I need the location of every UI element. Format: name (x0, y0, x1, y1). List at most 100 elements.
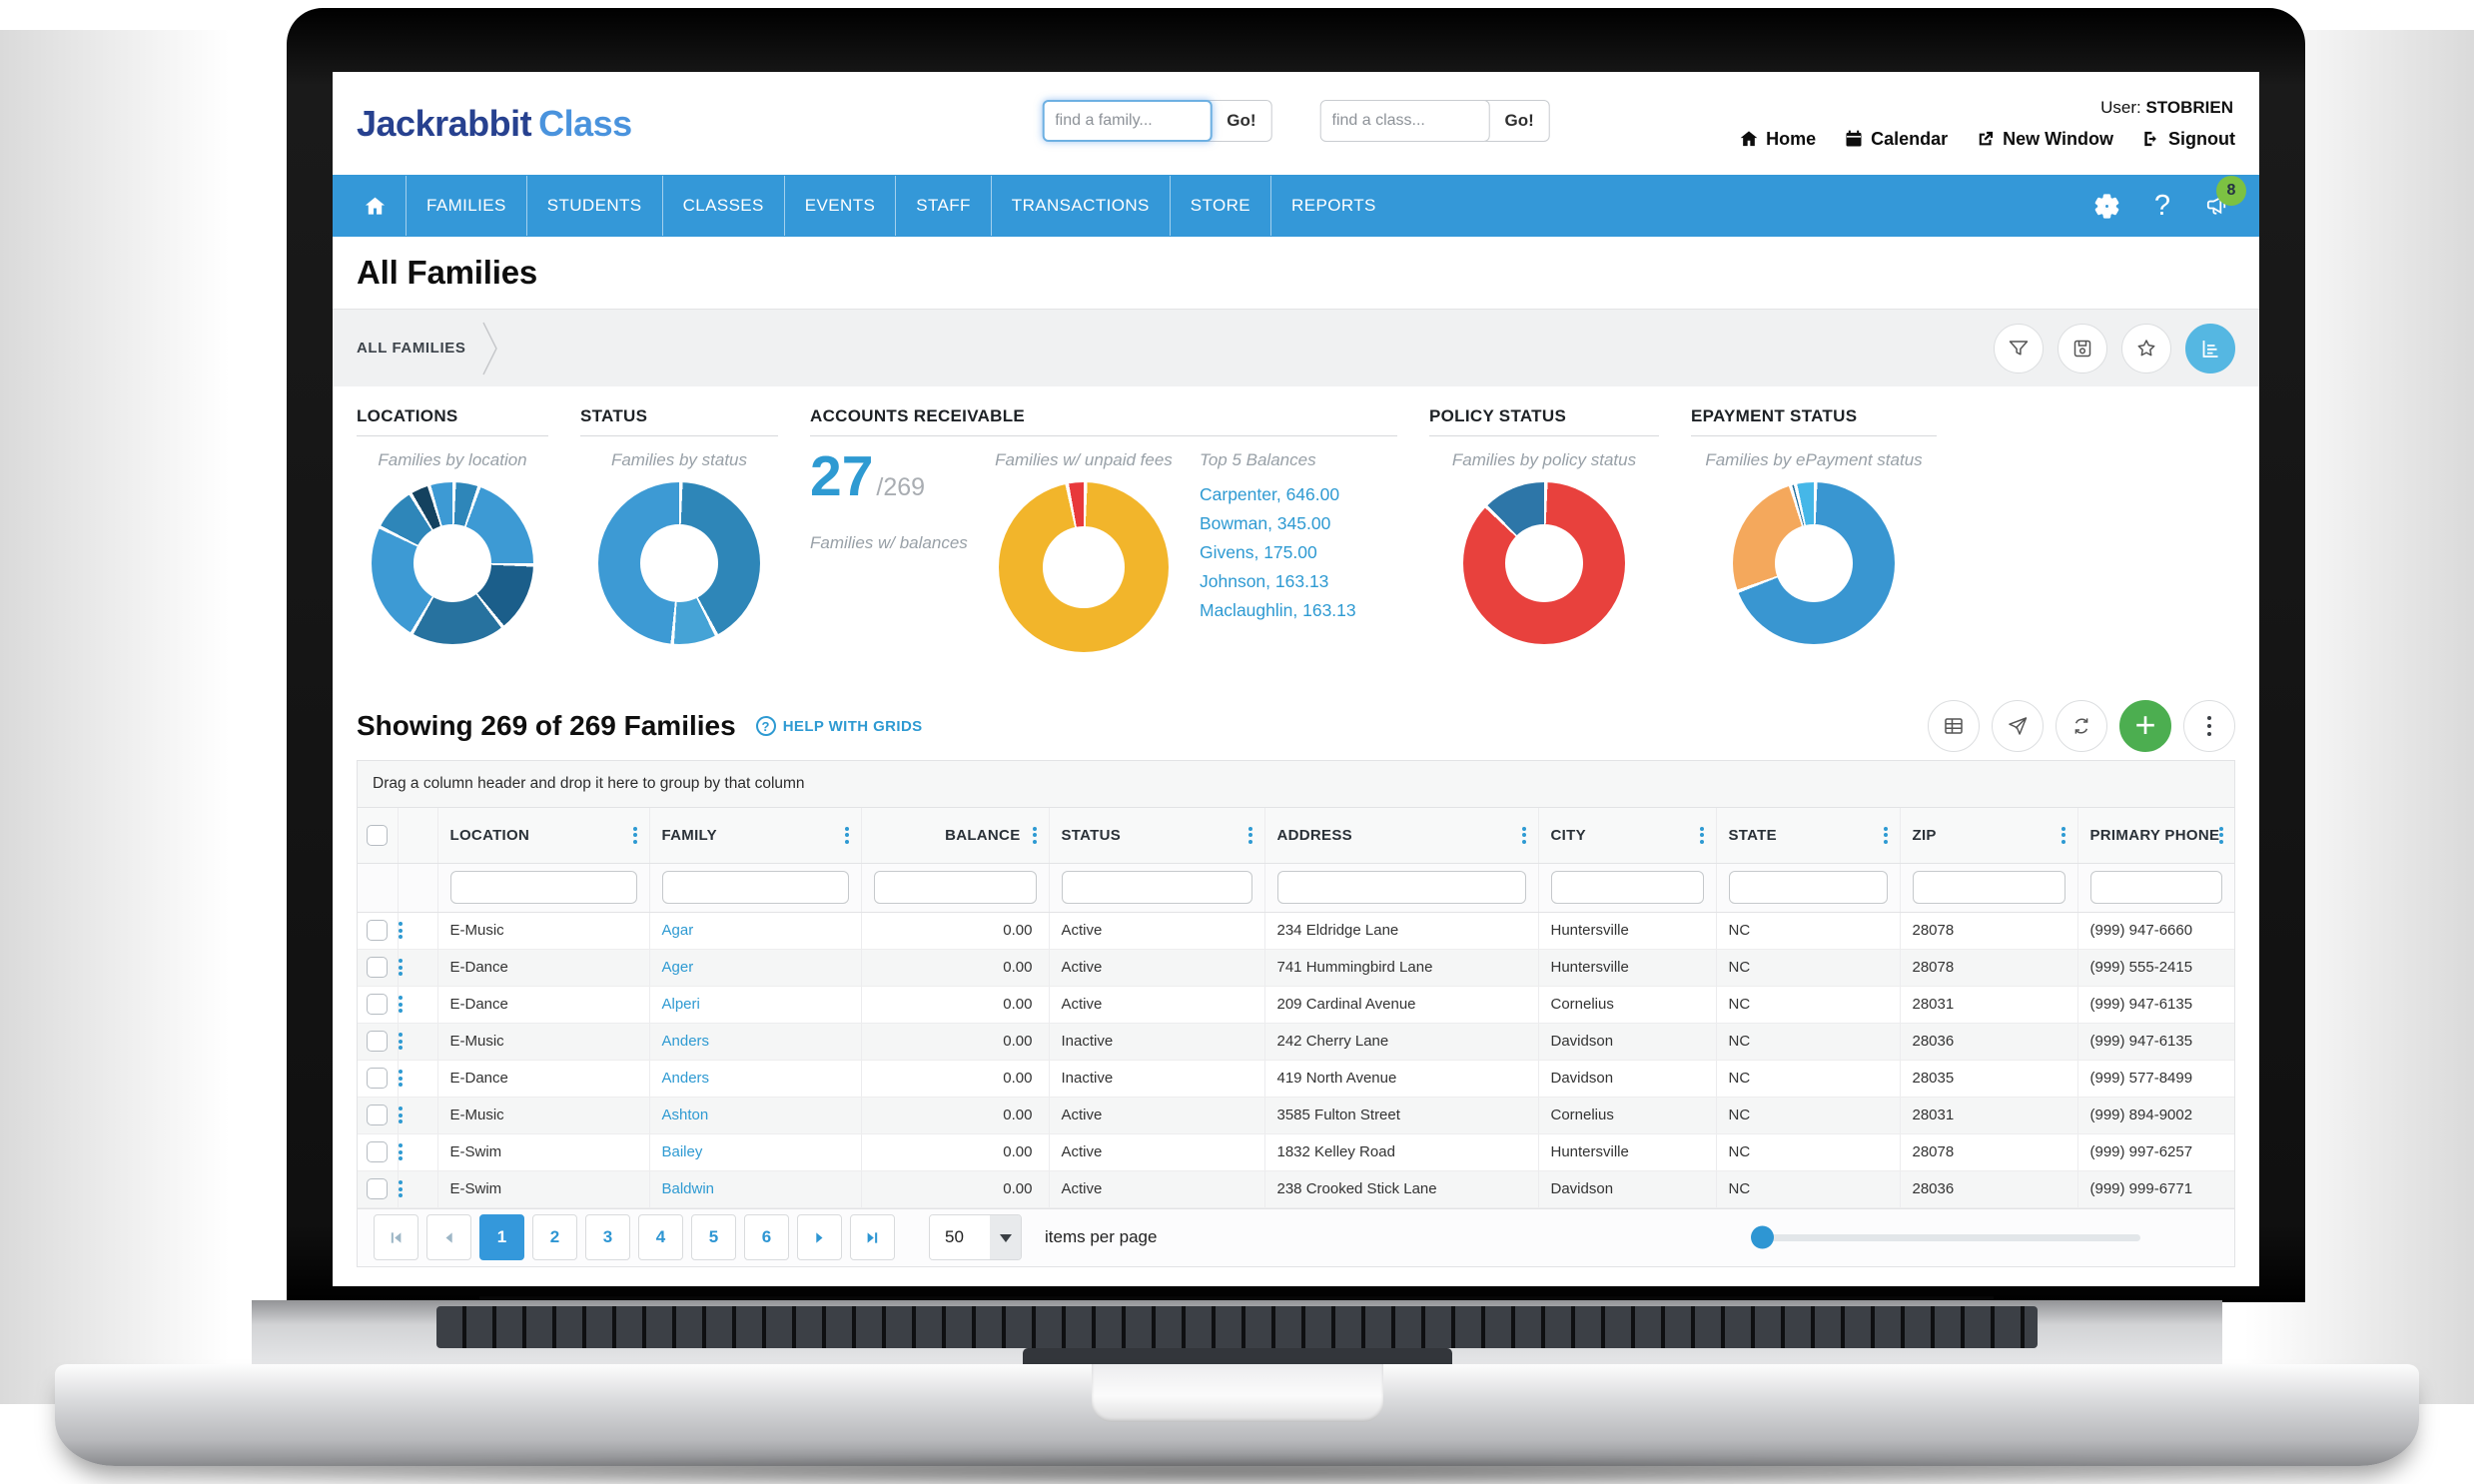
pager-prev-button[interactable] (426, 1214, 471, 1260)
row-checkbox[interactable] (367, 1031, 389, 1052)
nav-item-reports[interactable]: REPORTS (1270, 176, 1396, 236)
page-size-dropdown[interactable]: 50 (929, 1214, 1022, 1260)
column-menu-icon[interactable] (1032, 826, 1037, 844)
family-link[interactable]: Ashton (661, 1107, 709, 1123)
column-header-address[interactable]: ADDRESS (1264, 808, 1539, 864)
help-icon[interactable]: ? (2153, 189, 2170, 222)
family-link[interactable]: Anders (661, 1033, 710, 1050)
row-menu-icon[interactable] (398, 1032, 437, 1051)
nav-item-students[interactable]: STUDENTS (525, 176, 662, 236)
find-family-go-button[interactable]: Go! (1207, 100, 1272, 142)
column-header-phone[interactable]: PRIMARY PHONE (2077, 808, 2234, 864)
chart-view-toggle-button[interactable] (2185, 323, 2235, 373)
row-checkbox[interactable] (367, 1105, 389, 1125)
column-header-location[interactable]: LOCATION (437, 808, 650, 864)
filter-city-input[interactable] (1550, 871, 1704, 904)
app-logo[interactable]: Jackrabbit Class (357, 103, 632, 145)
refresh-button[interactable] (2056, 700, 2107, 752)
row-checkbox[interactable] (367, 957, 389, 978)
help-with-grids-link[interactable]: ? HELP WITH GRIDS (755, 716, 923, 736)
row-menu-icon[interactable] (398, 958, 437, 977)
column-menu-icon[interactable] (2219, 826, 2224, 844)
family-link[interactable]: Ager (661, 959, 694, 976)
filter-button[interactable] (1994, 323, 2044, 373)
nav-item-events[interactable]: EVENTS (783, 176, 895, 236)
nav-item-families[interactable]: FAMILIES (406, 176, 526, 236)
header-link-calendar[interactable]: Calendar (1844, 129, 1948, 150)
notification-badge[interactable]: 8 (2216, 175, 2246, 206)
family-link[interactable]: Anders (661, 1070, 710, 1087)
filter-address-input[interactable] (1276, 871, 1526, 904)
breadcrumb[interactable]: ALL FAMILIES (357, 340, 466, 357)
top-balance-link[interactable]: Bowman, 345.00 (1200, 513, 1331, 533)
row-menu-icon[interactable] (398, 1069, 437, 1088)
filter-state-input[interactable] (1728, 871, 1888, 904)
home-icon[interactable] (345, 195, 406, 218)
find-class-go-button[interactable]: Go! (1484, 100, 1550, 142)
row-checkbox[interactable] (367, 1068, 389, 1089)
find-class-input[interactable] (1319, 100, 1490, 142)
row-menu-icon[interactable] (398, 921, 437, 940)
column-menu-icon[interactable] (1883, 826, 1888, 844)
row-menu-icon[interactable] (398, 1142, 437, 1161)
row-menu-icon[interactable] (398, 1179, 437, 1198)
more-options-button[interactable] (2183, 700, 2235, 752)
nav-item-staff[interactable]: STAFF (895, 176, 991, 236)
pager-page-6-button[interactable]: 6 (744, 1214, 789, 1260)
filter-balance-input[interactable] (873, 871, 1037, 904)
family-link[interactable]: Agar (661, 922, 694, 939)
header-link-new-window[interactable]: New Window (1976, 129, 2113, 150)
filter-phone-input[interactable] (2089, 871, 2222, 904)
pager-page-5-button[interactable]: 5 (691, 1214, 736, 1260)
column-menu-icon[interactable] (844, 826, 849, 844)
scrollbar-thumb[interactable] (1751, 1225, 1774, 1249)
gear-icon[interactable] (2093, 193, 2120, 220)
column-header-balance[interactable]: BALANCE (861, 808, 1050, 864)
column-menu-icon[interactable] (1521, 826, 1526, 844)
select-all-checkbox[interactable] (367, 824, 389, 846)
column-menu-icon[interactable] (1699, 826, 1704, 844)
column-menu-icon[interactable] (2061, 826, 2065, 844)
column-header-zip[interactable]: ZIP (1900, 808, 2078, 864)
nav-item-store[interactable]: STORE (1169, 176, 1270, 236)
top-balance-link[interactable]: Johnson, 163.13 (1200, 571, 1329, 591)
column-settings-button[interactable] (1928, 700, 1980, 752)
column-header-state[interactable]: STATE (1716, 808, 1901, 864)
row-checkbox[interactable] (367, 920, 389, 941)
row-checkbox[interactable] (367, 1141, 389, 1162)
top-balance-link[interactable]: Carpenter, 646.00 (1200, 484, 1340, 504)
row-checkbox[interactable] (367, 994, 389, 1015)
column-menu-icon[interactable] (1247, 826, 1252, 844)
pager-page-1-button[interactable]: 1 (479, 1214, 524, 1260)
find-family-input[interactable] (1042, 100, 1213, 142)
favorite-star-button[interactable] (2121, 323, 2171, 373)
horizontal-scrollbar[interactable] (1751, 1225, 2140, 1249)
nav-item-classes[interactable]: CLASSES (661, 176, 784, 236)
header-link-home[interactable]: Home (1739, 129, 1816, 150)
family-link[interactable]: Baldwin (661, 1180, 715, 1197)
filter-family-input[interactable] (661, 871, 849, 904)
pager-next-button[interactable] (797, 1214, 842, 1260)
add-family-button[interactable]: + (2119, 700, 2171, 752)
top-balance-link[interactable]: Maclaughlin, 163.13 (1200, 600, 1356, 620)
top-balance-link[interactable]: Givens, 175.00 (1200, 542, 1317, 562)
row-checkbox[interactable] (367, 1178, 389, 1199)
pager-page-4-button[interactable]: 4 (638, 1214, 683, 1260)
column-header-city[interactable]: CITY (1538, 808, 1717, 864)
pager-first-button[interactable] (374, 1214, 418, 1260)
family-link[interactable]: Bailey (661, 1143, 703, 1160)
column-menu-icon[interactable] (632, 826, 637, 844)
filter-status-input[interactable] (1061, 871, 1252, 904)
header-link-signout[interactable]: Signout (2141, 129, 2235, 150)
group-by-bar[interactable]: Drag a column header and drop it here to… (358, 761, 2234, 808)
filter-location-input[interactable] (449, 871, 637, 904)
nav-item-transactions[interactable]: TRANSACTIONS (990, 176, 1170, 236)
filter-zip-input[interactable] (1912, 871, 2065, 904)
row-menu-icon[interactable] (398, 1106, 437, 1124)
megaphone-icon[interactable]: 8 (2204, 175, 2246, 220)
pager-page-3-button[interactable]: 3 (585, 1214, 630, 1260)
send-message-button[interactable] (1992, 700, 2044, 752)
scrollbar-track[interactable] (1753, 1233, 2140, 1241)
save-button[interactable] (2058, 323, 2107, 373)
family-link[interactable]: Alperi (661, 996, 700, 1013)
